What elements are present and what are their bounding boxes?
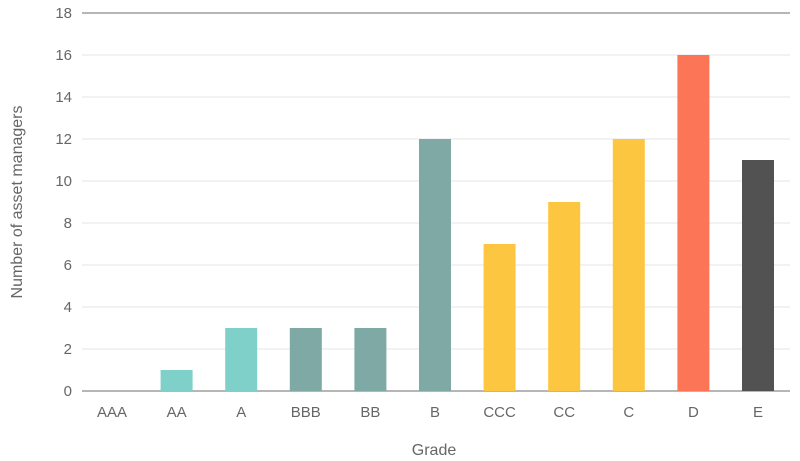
y-tick-label: 8 [64,215,72,232]
y-tick-label: 16 [55,47,72,64]
x-tick-label: D [688,404,699,421]
bar-d [677,55,710,391]
y-tick-label: 6 [64,257,72,274]
x-tick-label: BBB [291,404,321,421]
x-tick-label: C [623,404,634,421]
y-tick-label: 0 [64,383,72,400]
y-axis-title: Number of asset managers [9,106,26,299]
bar-cc [548,202,581,391]
x-tick-label: AAA [97,404,127,421]
y-tick-label: 4 [64,299,72,316]
x-tick-label: BB [360,404,380,421]
x-tick-label: CCC [483,404,516,421]
x-axis-ticks: AAA AA A BBB BB B CCC CC C D E [97,404,763,421]
x-tick-label: A [236,404,246,421]
x-axis-title: Grade [412,442,457,459]
x-tick-label: CC [553,404,575,421]
bar-b [419,139,451,391]
y-tick-label: 10 [55,173,72,190]
y-tick-label: 18 [55,5,72,22]
bar-e [742,160,774,391]
y-tick-label: 14 [55,89,72,106]
bar-ccc [483,244,516,391]
bars [160,55,774,391]
bar-bbb [289,328,322,391]
y-axis-ticks: 0 2 4 6 8 10 12 14 16 18 [55,5,72,400]
y-tick-label: 12 [55,131,72,148]
bar-aa [160,370,193,391]
x-tick-label: E [753,404,763,421]
y-tick-label: 2 [64,341,72,358]
bar-a [225,328,258,391]
bar-bb [354,328,387,391]
x-tick-label: B [430,404,440,421]
bar-c [612,139,645,391]
x-tick-label: AA [167,404,187,421]
